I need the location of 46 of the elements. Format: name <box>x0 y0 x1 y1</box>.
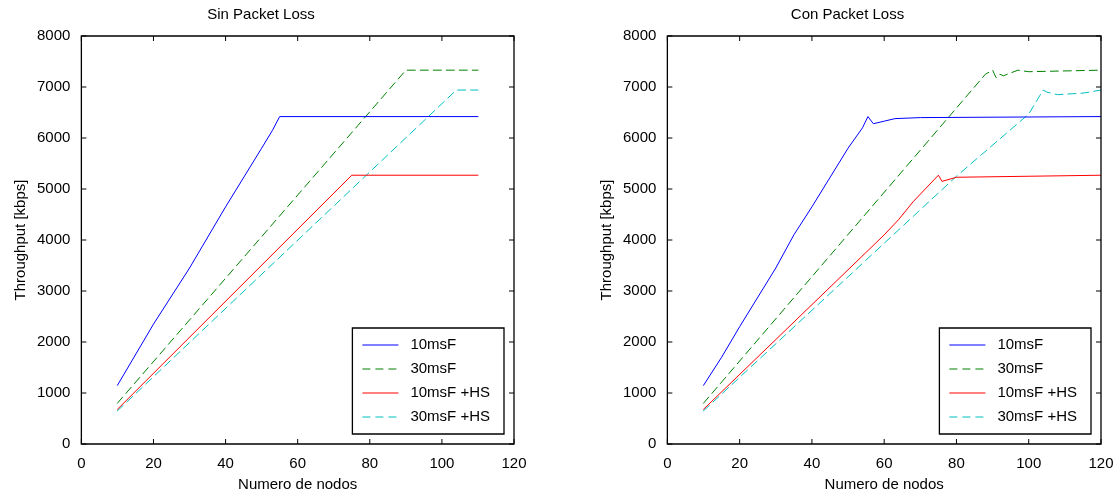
x-tick-label: 0 <box>663 454 672 472</box>
y-tick-label: 1000 <box>622 383 657 401</box>
y-tick-label: 8000 <box>622 26 657 44</box>
x-tick-label: 100 <box>1016 454 1042 472</box>
x-tick-label: 80 <box>361 454 379 472</box>
x-tick-label: 20 <box>731 454 748 472</box>
y-tick-label: 5000 <box>36 179 71 197</box>
y-tick-label: 4000 <box>622 230 657 248</box>
y-tick-label: 7000 <box>36 77 71 95</box>
x-tick-label: 120 <box>1088 454 1114 472</box>
legend-label: 10msF +HS <box>997 383 1077 401</box>
chart-title: Sin Packet Loss <box>207 5 315 23</box>
y-tick-label: 5000 <box>622 179 657 197</box>
y-tick-label: 2000 <box>36 332 71 350</box>
y-tick-label: 8000 <box>36 26 71 44</box>
chart-title: Con Packet Loss <box>790 5 905 23</box>
y-axis-title: Throughput [kbps] <box>597 179 615 301</box>
y-tick-label: 6000 <box>36 128 71 146</box>
y-tick-label: 1000 <box>36 383 71 401</box>
y-axis-title: Throughput [kbps] <box>11 179 29 301</box>
legend-label: 30msF <box>410 359 457 377</box>
y-tick-label: 7000 <box>622 77 657 95</box>
y-tick-label: 3000 <box>622 281 657 299</box>
x-tick-label: 60 <box>289 454 307 472</box>
y-tick-label: 2000 <box>622 332 657 350</box>
y-tick-label: 0 <box>648 434 657 452</box>
legend-label: 10msF <box>410 335 457 353</box>
x-axis-title: Numero de nodos <box>238 475 358 493</box>
x-axis-title: Numero de nodos <box>824 475 944 493</box>
x-tick-label: 80 <box>948 454 965 472</box>
legend-label: 30msF +HS <box>410 407 490 425</box>
y-tick-label: 6000 <box>622 128 657 146</box>
y-tick-label: 4000 <box>36 230 71 248</box>
x-tick-label: 40 <box>217 454 234 472</box>
x-tick-label: 120 <box>501 454 527 472</box>
y-tick-label: 3000 <box>36 281 71 299</box>
legend-label: 30msF +HS <box>997 407 1077 425</box>
x-tick-label: 100 <box>429 454 455 472</box>
legend-label: 10msF +HS <box>410 383 490 401</box>
x-tick-label: 20 <box>145 454 162 472</box>
legend-label: 10msF <box>997 335 1044 353</box>
y-tick-label: 0 <box>62 434 71 452</box>
x-tick-label: 60 <box>875 454 893 472</box>
legend-label: 30msF <box>997 359 1044 377</box>
x-tick-label: 40 <box>803 454 821 472</box>
x-tick-label: 0 <box>77 454 86 472</box>
